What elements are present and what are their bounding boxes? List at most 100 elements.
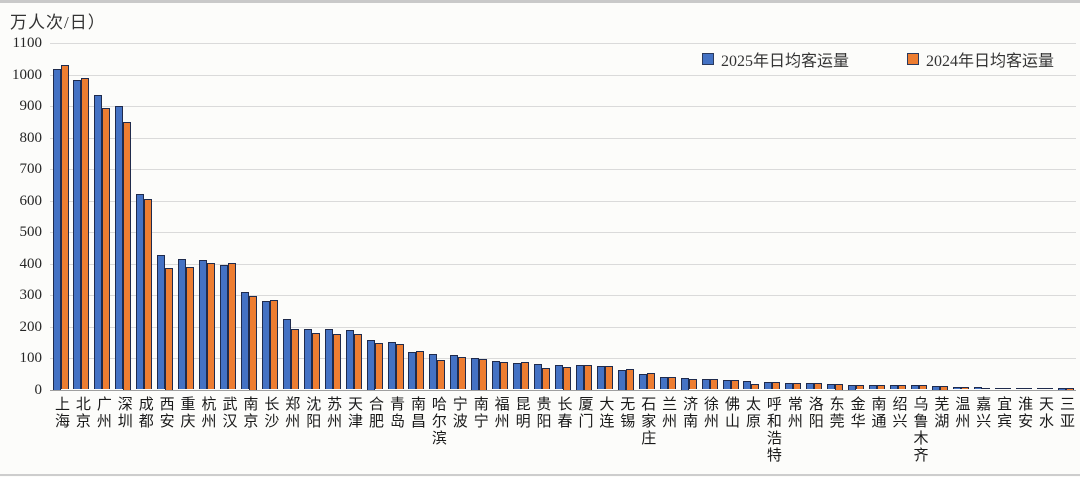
gridline	[50, 358, 1076, 359]
y-tick-label: 600	[19, 192, 43, 209]
gridline	[50, 295, 1076, 297]
x-axis-label-text: 苏州	[325, 396, 342, 430]
bar-2024	[269, 300, 278, 390]
x-axis-label-text: 芜湖	[932, 396, 949, 430]
x-axis-label: 嘉兴	[971, 396, 992, 434]
x-axis-label-text: 武汉	[220, 396, 237, 430]
bar-2025	[513, 362, 522, 390]
bar-2025	[73, 80, 82, 390]
bar-2025	[764, 381, 773, 390]
x-axis-label: 乌鲁木齐	[909, 396, 930, 468]
gridline	[50, 74, 1076, 76]
x-axis-label: 洛阳	[804, 396, 825, 434]
bar-2024	[1044, 387, 1053, 390]
bar-2024	[311, 332, 320, 390]
gridline	[50, 200, 1076, 202]
x-axis-label-text: 嘉兴	[974, 396, 991, 430]
x-axis-label: 南京	[238, 396, 259, 434]
bar-2025	[701, 379, 710, 390]
gridline	[50, 169, 1076, 171]
bar-2025	[387, 341, 396, 390]
x-axis-label: 太原	[741, 396, 762, 434]
bar-2024	[207, 263, 215, 390]
x-axis-label-text: 洛阳	[806, 396, 823, 430]
x-axis-label-text: 上海	[52, 396, 69, 430]
bar-2025	[471, 358, 480, 390]
bar-2024	[960, 386, 969, 390]
bar-2024	[583, 365, 592, 390]
y-tick-label: 1100	[12, 35, 42, 52]
x-axis-label-text: 绍兴	[890, 396, 907, 430]
x-axis-label-text: 太原	[743, 396, 760, 430]
bar-2024	[604, 366, 613, 390]
bar-2024	[290, 329, 299, 390]
bar-2025	[199, 260, 207, 390]
legend-label-2025: 2025年日均客运量	[721, 53, 850, 70]
bar-2024	[563, 366, 571, 390]
y-axis-unit-label: 万人次/日）	[10, 13, 106, 32]
x-axis-label-text: 福州	[492, 396, 509, 430]
x-axis-label: 南宁	[469, 396, 490, 434]
bar-2025	[596, 365, 605, 390]
bar-2025	[136, 194, 145, 390]
y-tick-label: 800	[19, 129, 43, 146]
x-axis-label-text: 郑州	[283, 396, 300, 430]
x-axis-label: 东莞	[825, 396, 846, 434]
x-axis-label-text: 三亚	[1058, 396, 1075, 430]
bar-2024	[730, 380, 739, 390]
x-axis-label: 北京	[71, 396, 92, 434]
bar-2024	[751, 383, 760, 390]
x-axis-label: 广州	[92, 396, 113, 434]
x-axis-label: 沈阳	[301, 396, 322, 434]
x-axis-label-text: 兰州	[660, 396, 677, 430]
bar-2024	[332, 334, 341, 390]
x-axis-label-text: 佛山	[722, 396, 739, 430]
bar-2025	[869, 384, 878, 390]
x-axis-label: 杭州	[197, 396, 218, 434]
bar-2025	[492, 361, 501, 390]
x-axis-label-text: 大连	[597, 396, 614, 430]
bar-2024	[81, 77, 90, 390]
y-tick-label: 700	[19, 161, 43, 178]
x-axis-label-text: 杭州	[199, 396, 216, 430]
gridline	[50, 106, 1076, 108]
x-axis-label-text: 温州	[953, 396, 970, 430]
y-tick-label: 100	[19, 350, 43, 366]
bar-2025	[1015, 387, 1024, 390]
bar-2025	[952, 386, 961, 390]
bar-2024	[793, 382, 802, 390]
window-bottom-edge	[0, 474, 1080, 476]
bar-2024	[479, 359, 488, 390]
bar-2025	[178, 258, 187, 390]
bar-2024	[1023, 387, 1032, 390]
bar-2025	[575, 365, 584, 390]
x-axis-label: 淮安	[1013, 396, 1034, 434]
x-axis-label: 苏州	[322, 396, 343, 434]
x-axis-label-text: 淮安	[1016, 396, 1033, 430]
x-axis-label-text: 西安	[157, 396, 174, 430]
bar-2024	[542, 367, 551, 390]
y-tick-label: 200	[19, 318, 43, 335]
y-tick-label: 400	[19, 255, 43, 272]
x-axis-label-text: 成都	[136, 396, 153, 430]
bar-2024	[102, 108, 111, 390]
bar-2024	[1002, 387, 1011, 390]
x-axis-label-text: 乌鲁木齐	[911, 396, 928, 464]
x-axis-label-text: 天津	[346, 396, 363, 430]
bar-2024	[667, 377, 676, 390]
bar-2024	[458, 357, 467, 390]
bar-2025	[680, 377, 689, 390]
bar-2025	[157, 255, 166, 390]
x-axis-label-text: 南宁	[471, 396, 488, 430]
bar-2024	[521, 362, 530, 390]
bar-2025	[220, 264, 228, 390]
bar-2025	[1057, 388, 1066, 390]
y-tick-label: 300	[19, 287, 43, 304]
bar-2025	[848, 384, 857, 390]
x-axis-label: 福州	[490, 396, 511, 434]
x-axis-label: 兰州	[657, 396, 678, 434]
x-axis-label: 宜宾	[992, 396, 1013, 434]
x-axis-label-text: 常州	[785, 396, 802, 430]
x-axis-label-text: 长春	[555, 396, 572, 430]
